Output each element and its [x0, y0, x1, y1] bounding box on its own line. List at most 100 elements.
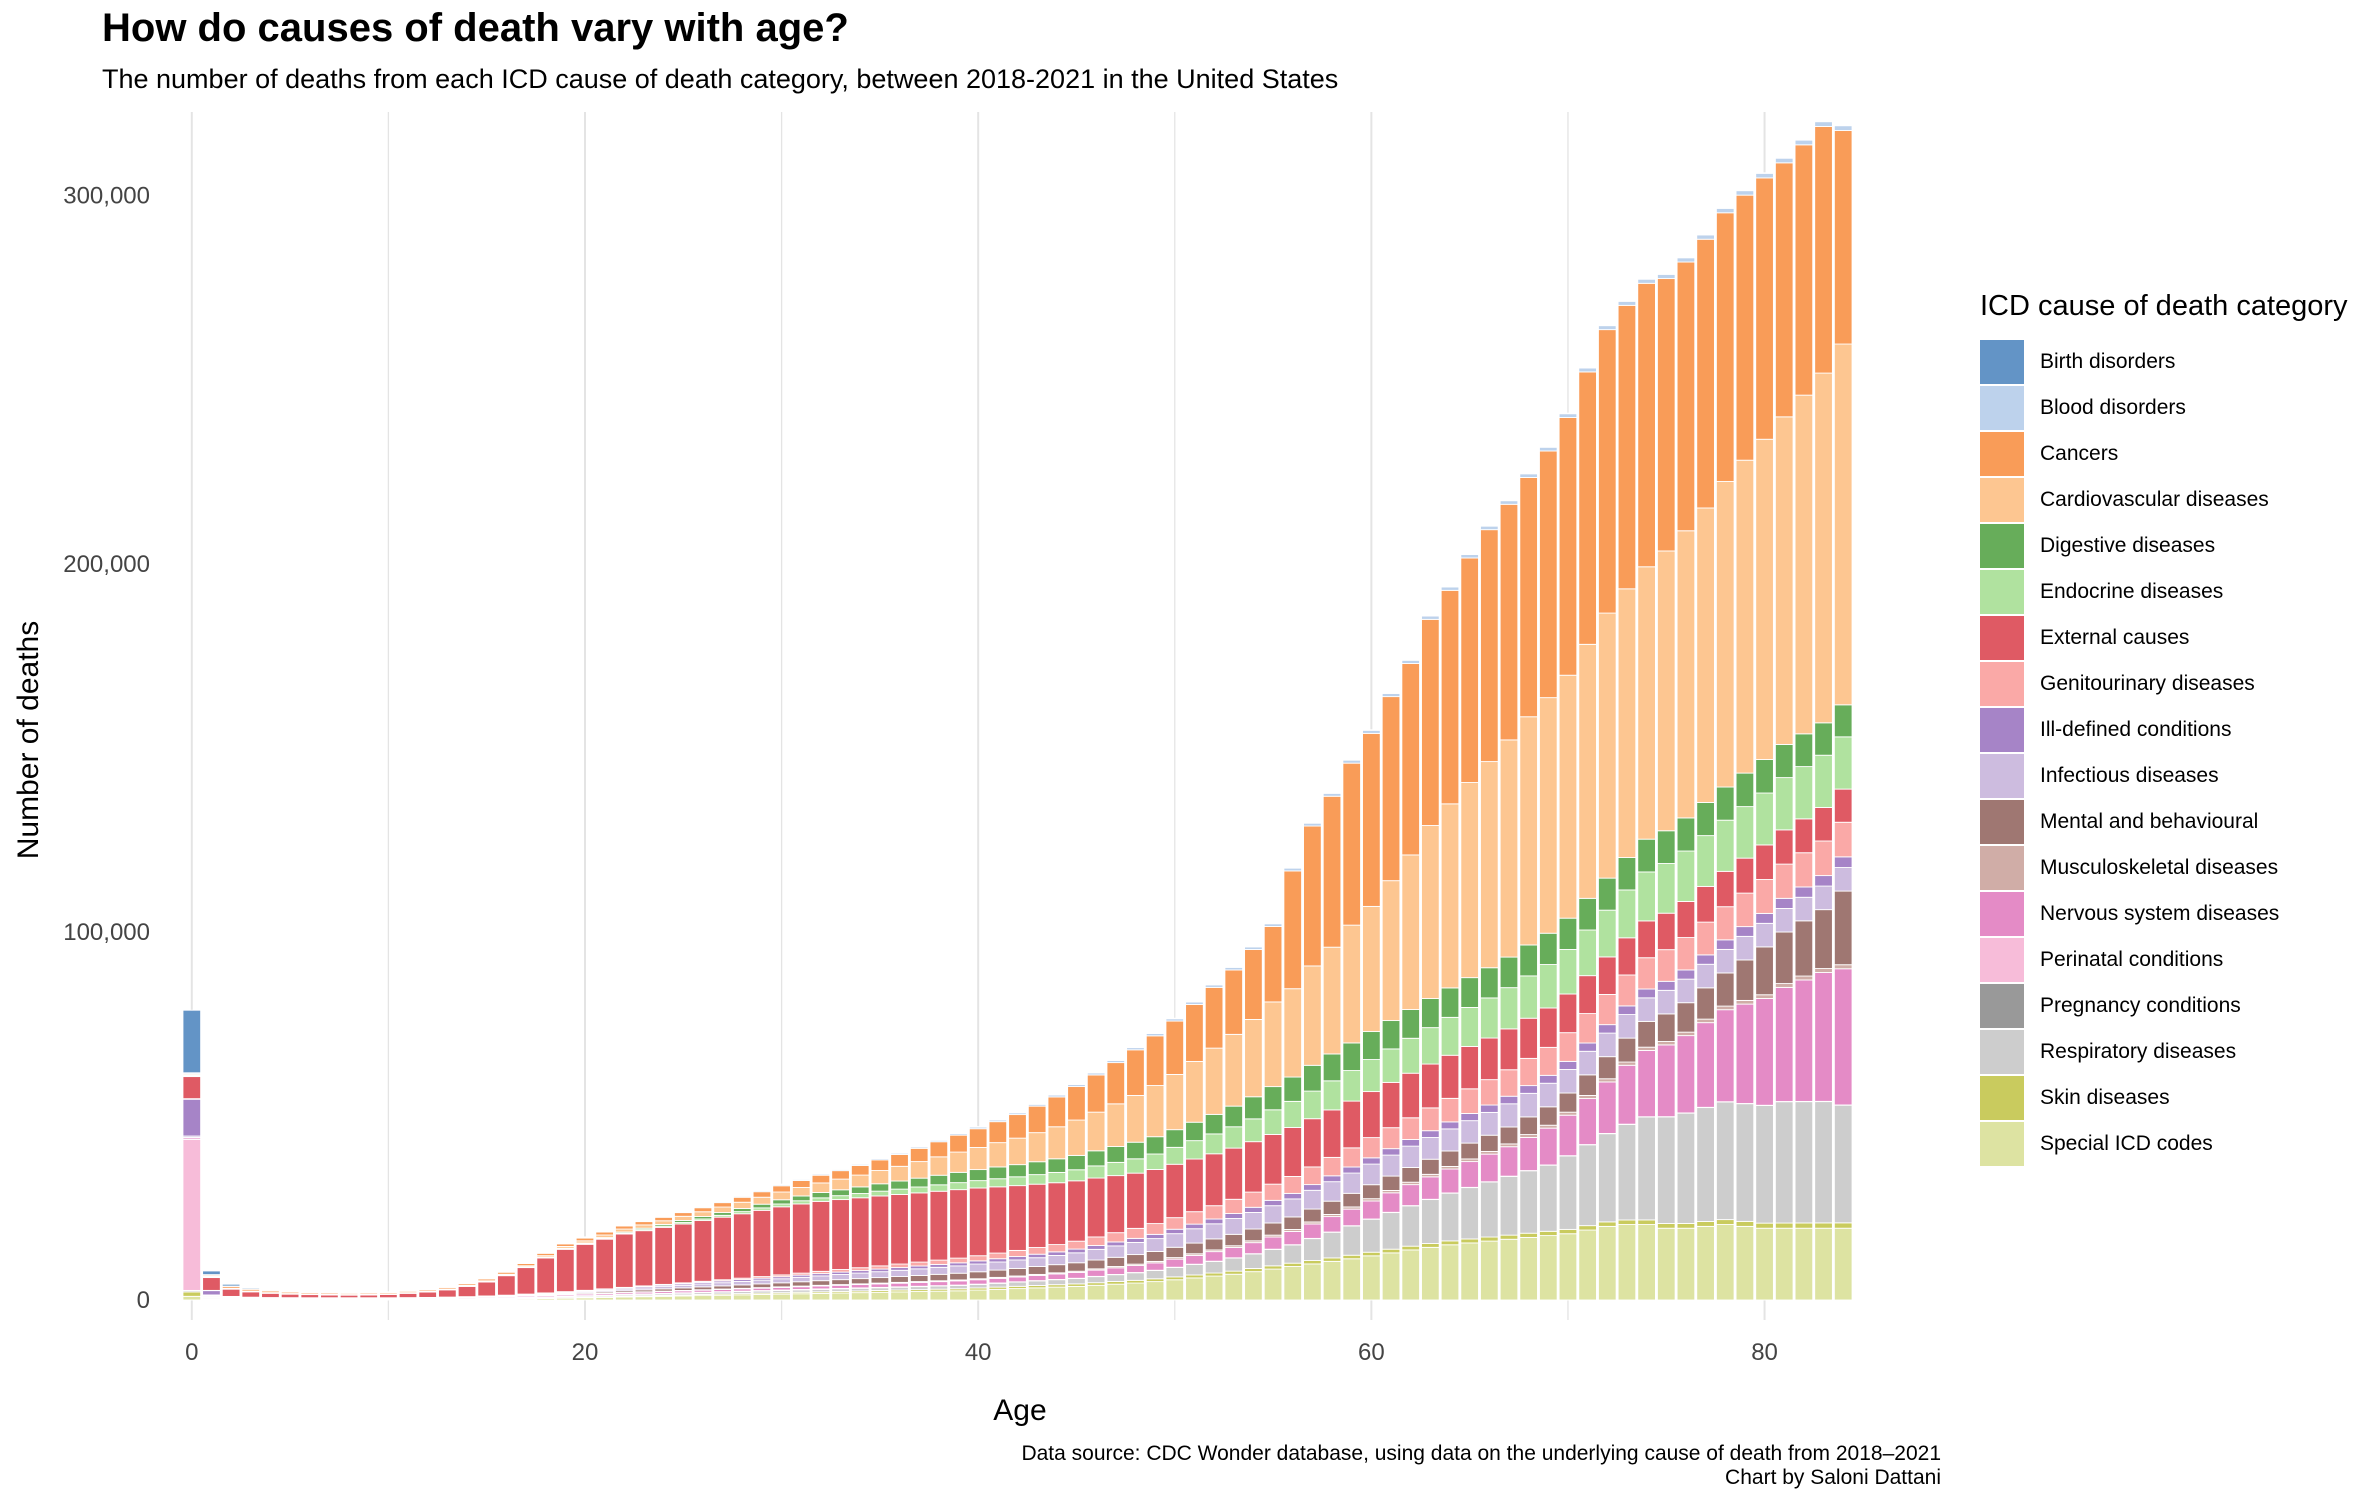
bar-age-34-infectious-diseases — [850, 1272, 870, 1280]
bar-age-62-nervous-system-diseases — [1401, 1184, 1420, 1207]
bar-age-34-external-causes — [850, 1197, 870, 1269]
bar-age-28-external-causes — [732, 1213, 752, 1279]
bar-age-71-respiratory-diseases — [1578, 1144, 1597, 1227]
bar-age-82-cardiovascular-diseases — [1794, 394, 1814, 735]
bar-age-84-respiratory-diseases — [1833, 1104, 1853, 1224]
bar-age-37-digestive-diseases — [909, 1177, 929, 1188]
bar-age-55-skin-diseases — [1263, 1265, 1283, 1270]
bar-age-6-birth-disorders — [300, 1291, 320, 1293]
bar-age-39-ill-defined-conditions — [949, 1262, 968, 1267]
bar-age-31-external-causes — [791, 1203, 811, 1274]
bar-age-72-ill-defined-conditions — [1597, 1024, 1617, 1034]
bar-age-74-infectious-diseases — [1637, 997, 1656, 1022]
bar-age-74-respiratory-diseases — [1637, 1116, 1656, 1221]
bar-age-41-cancers — [988, 1121, 1008, 1144]
bar-age-41-nervous-system-diseases — [988, 1277, 1008, 1284]
bar-age-43-digestive-diseases — [1027, 1161, 1047, 1176]
bar-age-61-external-causes — [1381, 1081, 1401, 1129]
bar-age-47-special-icd-codes — [1106, 1283, 1126, 1301]
bar-age-78-ill-defined-conditions — [1715, 939, 1735, 950]
bar-age-25-cardiovascular-diseases — [673, 1215, 693, 1221]
bar-age-46-nervous-system-diseases — [1086, 1269, 1106, 1277]
legend-swatch-special-icd-codes — [1980, 1122, 2024, 1166]
bar-age-65-respiratory-diseases — [1460, 1186, 1479, 1240]
bar-age-64-respiratory-diseases — [1440, 1192, 1460, 1242]
bar-age-62-special-icd-codes — [1401, 1249, 1420, 1301]
bar-age-37-genitourinary-diseases — [909, 1261, 929, 1267]
bar-age-35-mental-and-behavioural — [870, 1277, 890, 1284]
caption: Data source: CDC Wonder database, using … — [1021, 1442, 1941, 1490]
bar-age-38-genitourinary-diseases — [929, 1259, 949, 1265]
bar-age-73-cancers — [1617, 304, 1637, 590]
bar-age-3-external-causes — [241, 1291, 261, 1298]
legend-label: Genitourinary diseases — [2040, 672, 2255, 695]
bar-age-24-cardiovascular-diseases — [654, 1220, 673, 1225]
bar-age-44-birth-disorders — [1047, 1094, 1067, 1096]
bar-age-58-genitourinary-diseases — [1322, 1156, 1342, 1177]
bar-age-46-infectious-diseases — [1086, 1248, 1106, 1261]
bar-age-58-cardiovascular-diseases — [1322, 946, 1342, 1055]
bar-age-45-birth-disorders — [1067, 1083, 1086, 1086]
bar-age-66-external-causes — [1480, 1037, 1499, 1081]
bar-age-62-skin-diseases — [1401, 1245, 1420, 1251]
bar-age-28-digestive-diseases — [732, 1208, 752, 1213]
bar-age-27-infectious-diseases — [713, 1282, 732, 1287]
bar-age-59-skin-diseases — [1342, 1254, 1362, 1260]
bar-age-63-mental-and-behavioural — [1421, 1158, 1440, 1175]
bar-age-70-blood-disorders — [1558, 413, 1578, 418]
bar-age-25-birth-disorders — [673, 1210, 693, 1213]
bar-age-19-external-causes — [556, 1248, 575, 1293]
bar-age-38-cancers — [929, 1141, 949, 1158]
bar-age-55-special-icd-codes — [1263, 1268, 1283, 1301]
bar-age-60-genitourinary-diseases — [1362, 1137, 1381, 1159]
legend-swatch-mental-and-behavioural — [1980, 800, 2024, 844]
bar-age-42-special-icd-codes — [1008, 1288, 1027, 1301]
bar-age-39-cancers — [949, 1134, 968, 1153]
bar-age-66-genitourinary-diseases — [1480, 1079, 1499, 1106]
bar-age-58-skin-diseases — [1322, 1257, 1342, 1262]
bar-age-58-respiratory-diseases — [1322, 1231, 1342, 1259]
bar-age-70-endocrine-diseases — [1558, 949, 1578, 995]
bar-age-43-external-causes — [1027, 1183, 1047, 1248]
bar-age-69-genitourinary-diseases — [1539, 1046, 1558, 1076]
bar-age-80-nervous-system-diseases — [1755, 998, 1774, 1106]
bar-age-45-nervous-system-diseases — [1067, 1271, 1086, 1279]
bar-age-76-nervous-system-diseases — [1676, 1035, 1696, 1114]
bar-age-70-cancers — [1558, 417, 1578, 676]
bar-age-76-infectious-diseases — [1676, 978, 1696, 1004]
bar-age-48-infectious-diseases — [1126, 1241, 1145, 1256]
bar-age-40-cardiovascular-diseases — [968, 1147, 988, 1171]
bar-age-12-external-causes — [418, 1291, 437, 1298]
bar-age-47-birth-disorders — [1106, 1059, 1126, 1061]
bar-age-18-external-causes — [536, 1257, 555, 1294]
bar-age-55-endocrine-diseases — [1263, 1109, 1283, 1135]
bar-age-78-skin-diseases — [1715, 1219, 1735, 1225]
bar-age-50-external-causes — [1165, 1163, 1185, 1219]
legend-swatch-birth-disorders — [1980, 340, 2024, 384]
bar-age-82-infectious-diseases — [1794, 896, 1814, 922]
bar-age-77-musculoskeletal-diseases — [1696, 1018, 1715, 1024]
legend-label: Perinatal conditions — [2040, 948, 2224, 971]
bar-age-70-skin-diseases — [1558, 1228, 1578, 1235]
bar-age-36-genitourinary-diseases — [890, 1263, 909, 1269]
bar-age-50-respiratory-diseases — [1165, 1266, 1185, 1278]
bar-age-79-mental-and-behavioural — [1735, 959, 1755, 1001]
bar-age-32-digestive-diseases — [811, 1192, 831, 1199]
bar-age-62-endocrine-diseases — [1401, 1037, 1420, 1074]
bar-age-56-skin-diseases — [1283, 1262, 1303, 1267]
bar-age-22-birth-disorders — [615, 1224, 634, 1226]
bar-age-41-ill-defined-conditions — [988, 1258, 1008, 1263]
legend-swatch-cancers — [1980, 432, 2024, 476]
bar-age-25-external-causes — [673, 1223, 693, 1284]
legend-item-skin-diseases: Skin diseases — [1980, 1075, 2348, 1121]
bar-age-78-digestive-diseases — [1715, 786, 1735, 821]
bar-age-28-birth-disorders — [732, 1195, 752, 1197]
bar-age-27-mental-and-behavioural — [713, 1285, 732, 1290]
bar-age-40-digestive-diseases — [968, 1169, 988, 1182]
bar-age-64-infectious-diseases — [1440, 1128, 1460, 1152]
bar-age-63-external-causes — [1421, 1063, 1440, 1109]
bar-age-46-respiratory-diseases — [1086, 1275, 1106, 1284]
bar-age-41-infectious-diseases — [988, 1261, 1008, 1271]
bar-age-61-genitourinary-diseases — [1381, 1127, 1401, 1150]
